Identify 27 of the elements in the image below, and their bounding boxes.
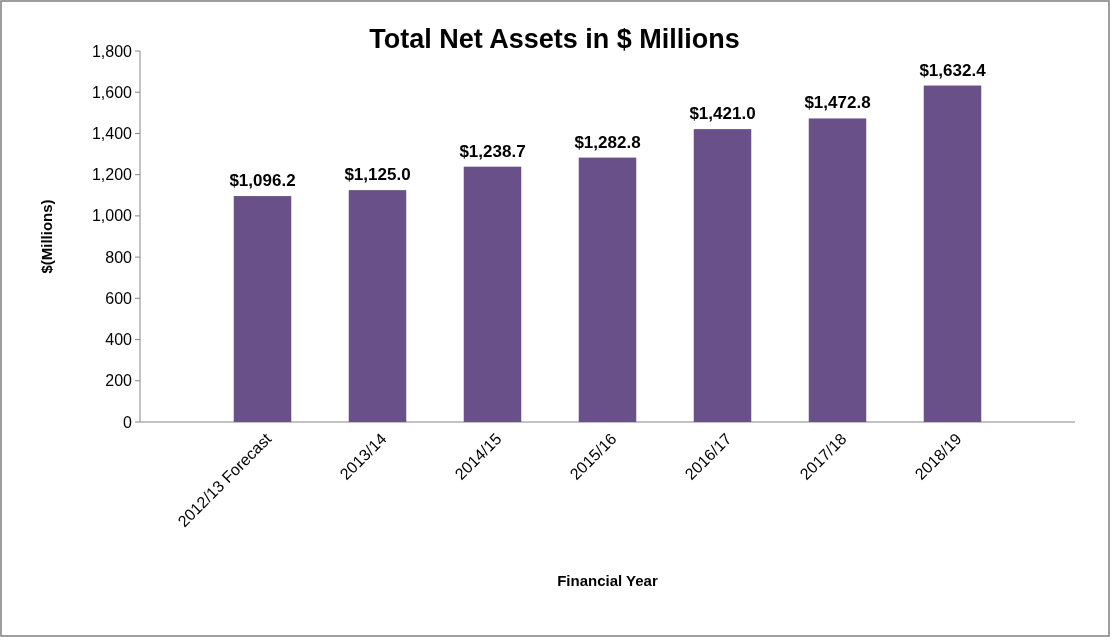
data-label: $1,282.8	[574, 132, 641, 152]
bar	[348, 190, 407, 422]
bar	[463, 166, 522, 422]
y-tick-label: 0	[123, 413, 133, 431]
y-tick-label: 600	[105, 289, 133, 307]
y-tick-label: 1,000	[91, 207, 133, 225]
data-label: $1,096.2	[229, 171, 296, 191]
data-label: $1,472.8	[804, 93, 871, 113]
data-label: $1,632.4	[919, 60, 987, 80]
y-axis-title: $(Millions)	[38, 199, 55, 274]
data-label: $1,238.7	[459, 141, 526, 161]
bar	[578, 157, 637, 422]
y-tick-label: 400	[105, 331, 133, 349]
y-tick-label: 200	[105, 372, 133, 390]
y-tick-label: 1,600	[91, 83, 133, 101]
y-tick-label: 1,400	[91, 125, 133, 143]
bar	[923, 85, 982, 422]
y-tick-label: 800	[105, 248, 133, 266]
data-label: $1,421.0	[689, 104, 756, 124]
chart-title: Total Net Assets in $ Millions	[369, 24, 740, 54]
data-label: $1,125.0	[344, 165, 411, 185]
y-tick-label: 1,800	[91, 42, 133, 60]
x-axis-title: Financial Year	[557, 572, 658, 589]
bar	[808, 118, 867, 422]
bar	[693, 129, 752, 422]
y-tick-label: 1,200	[91, 166, 133, 184]
bar	[233, 196, 292, 422]
